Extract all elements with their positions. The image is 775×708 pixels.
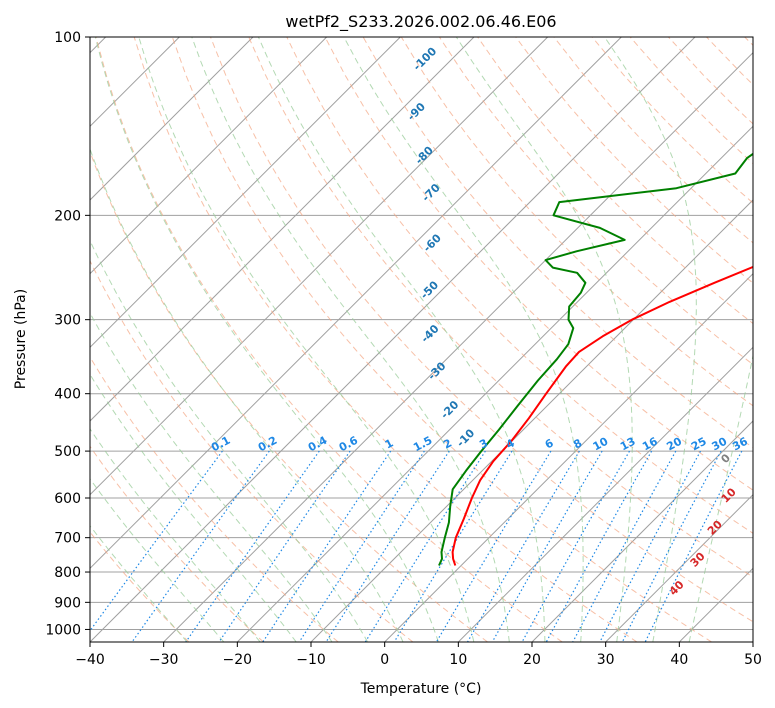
mixing-ratio-label: 36 <box>730 435 750 454</box>
isotherm-line <box>90 37 696 642</box>
isotherm-line <box>605 493 753 642</box>
isotherm-line <box>90 37 622 570</box>
y-tick-label: 300 <box>54 313 81 329</box>
y-tick-label: 200 <box>54 208 81 224</box>
x-axis-title: Temperature (°C) <box>360 681 482 697</box>
dry-adiabat <box>515 37 753 284</box>
y-tick-label: 700 <box>54 531 81 547</box>
mixing-ratio-label: 13 <box>618 435 638 454</box>
dry-adiabat <box>90 259 414 642</box>
y-axis-title: Pressure (hPa) <box>13 289 29 389</box>
plot-frame <box>89 36 754 643</box>
moist-adiabat <box>138 37 475 642</box>
moist-adiabat <box>688 353 753 642</box>
y-tick-label: 900 <box>54 595 81 611</box>
dry-adiabat <box>286 37 753 534</box>
temperature-profile <box>451 265 753 566</box>
mixing-ratio-label: 25 <box>689 435 709 454</box>
mixing-ratio-line <box>572 450 677 642</box>
mixing-ratio-line <box>393 450 513 642</box>
y-axis: 100 200 300 400 500 600 700 800 900 1000 <box>45 30 90 638</box>
chart-title: wetPf2_S233.2026.002.06.46.E06 <box>285 12 556 32</box>
mixing-ratio-label: 16 <box>640 435 660 454</box>
moist-adiabat <box>90 525 188 642</box>
x-tick-label: −30 <box>149 652 179 668</box>
isotherm-line <box>531 420 753 642</box>
x-tick-label: 20 <box>523 652 541 668</box>
mixing-ratio-label: 30 <box>710 435 730 454</box>
moist-adiabat <box>90 147 404 642</box>
moist-adiabat <box>257 37 546 642</box>
x-axis: −40 −30 −20 −10 0 10 20 30 40 50 <box>75 642 762 668</box>
x-tick-label: −40 <box>75 652 105 668</box>
moist-adiabat <box>191 37 510 642</box>
mixing-ratio-line <box>131 450 270 642</box>
y-tick-label: 500 <box>54 444 81 460</box>
y-tick-label: 100 <box>54 30 81 46</box>
mixing-ratio-label: 10 <box>591 435 611 454</box>
isotherm-line <box>457 346 753 642</box>
dry-adiabat <box>210 37 753 623</box>
dry-adiabat <box>95 37 563 642</box>
mixing-ratio-line <box>491 450 603 642</box>
moist-adiabat <box>604 37 697 642</box>
y-tick-label: 1000 <box>45 622 81 638</box>
isotherm-line <box>236 125 753 642</box>
mixing-ratio-line <box>521 450 631 642</box>
isotherm-line <box>90 37 328 275</box>
moist-adiabat <box>455 37 633 642</box>
mixing-ratio-line <box>298 450 425 642</box>
dry-adiabat <box>324 37 753 491</box>
dewpoint-profile <box>438 152 753 566</box>
y-tick-label: 400 <box>54 387 81 403</box>
mixing-ratio-line <box>262 450 392 642</box>
moist-adiabat <box>90 373 297 642</box>
dry-adiabat <box>90 356 339 642</box>
isotherm-line <box>90 37 549 496</box>
x-tick-label: −10 <box>296 652 326 668</box>
y-tick-label: 600 <box>54 491 81 507</box>
mixing-ratio-line <box>90 450 223 632</box>
mixing-ratio-line <box>599 450 702 642</box>
x-tick-label: 40 <box>670 652 688 668</box>
isotherm-line <box>163 51 753 642</box>
isotherm-line <box>384 272 753 642</box>
moist-adiabat <box>90 311 333 642</box>
mixing-ratio-line <box>644 450 743 642</box>
dry-adiabat <box>171 37 712 642</box>
isotherm-line <box>90 37 254 201</box>
moist-adiabat <box>90 427 261 642</box>
x-tick-label: −20 <box>223 652 253 668</box>
dry-adiabat <box>248 37 753 578</box>
mixing-ratio-line <box>185 450 320 642</box>
mixing-ratio-label: 20 <box>664 435 684 454</box>
dry-adiabat <box>90 445 264 642</box>
moist-adiabat <box>94 37 439 642</box>
x-tick-label: 30 <box>597 652 615 668</box>
isotherm-line <box>90 37 401 349</box>
mixing-ratio-line <box>218 450 351 642</box>
x-tick-label: 0 <box>380 652 389 668</box>
y-tick-label: 800 <box>54 565 81 581</box>
mixing-ratio-line <box>621 450 722 642</box>
profile-lines <box>438 152 753 566</box>
mixing-ratio-line <box>545 450 653 642</box>
background-lines <box>90 37 753 642</box>
x-tick-label: 10 <box>449 652 467 668</box>
moist-adiabat <box>90 478 225 642</box>
x-tick-label: 50 <box>744 652 762 668</box>
moist-adiabat <box>90 239 369 642</box>
isotherm-line <box>90 37 475 422</box>
dry-adiabat <box>133 37 638 642</box>
